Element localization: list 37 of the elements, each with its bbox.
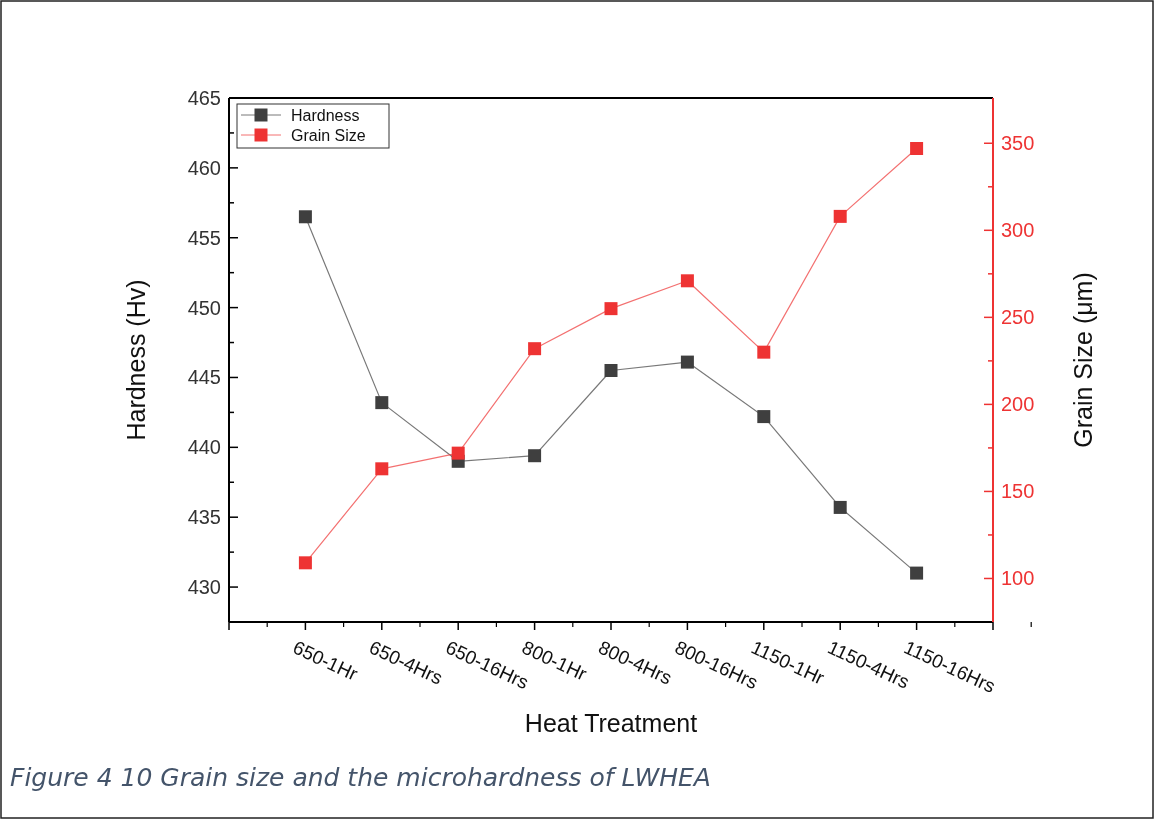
point [910, 141, 924, 155]
point [375, 462, 389, 476]
y-tick-label: 445 [187, 366, 221, 389]
y-tick-label: 455 [187, 226, 221, 249]
legend-label: Grain Size [291, 127, 366, 144]
y-tick-label: 430 [187, 576, 221, 599]
y2-tick-label: 350 [1001, 132, 1035, 155]
y-tick-label: 440 [187, 436, 221, 459]
legend-label: Hardness [291, 107, 360, 124]
point [757, 345, 771, 359]
point [298, 556, 312, 570]
point [910, 566, 924, 580]
y2-tick-label: 100 [1001, 567, 1035, 590]
x-axis-title: Heat Treatment [524, 709, 698, 737]
y-tick-label: 460 [187, 156, 221, 179]
point [833, 500, 847, 514]
caption: Figure 4 10 Grain size and the microhardness of LWHEA [10, 763, 711, 792]
y-tick-label: 450 [187, 296, 221, 319]
y-tick-label: 435 [187, 506, 221, 529]
point [757, 410, 771, 424]
y-axis-title: Hardness (Hv) [122, 279, 150, 441]
point [528, 449, 542, 463]
point [375, 396, 389, 410]
y2-tick-label: 200 [1001, 393, 1035, 416]
point [680, 274, 694, 288]
y2-tick-label: 250 [1001, 306, 1035, 329]
point [604, 363, 618, 377]
point [833, 209, 847, 223]
y2-tick-label: 300 [1001, 219, 1035, 242]
point [451, 446, 465, 460]
point [298, 210, 312, 224]
y-tick-label: 465 [187, 87, 221, 109]
point [528, 342, 542, 356]
y2-axis-title: Grain Size (μm) [1069, 272, 1097, 448]
point [680, 355, 694, 369]
y2-tick-label: 150 [1001, 480, 1035, 503]
point [604, 302, 618, 316]
